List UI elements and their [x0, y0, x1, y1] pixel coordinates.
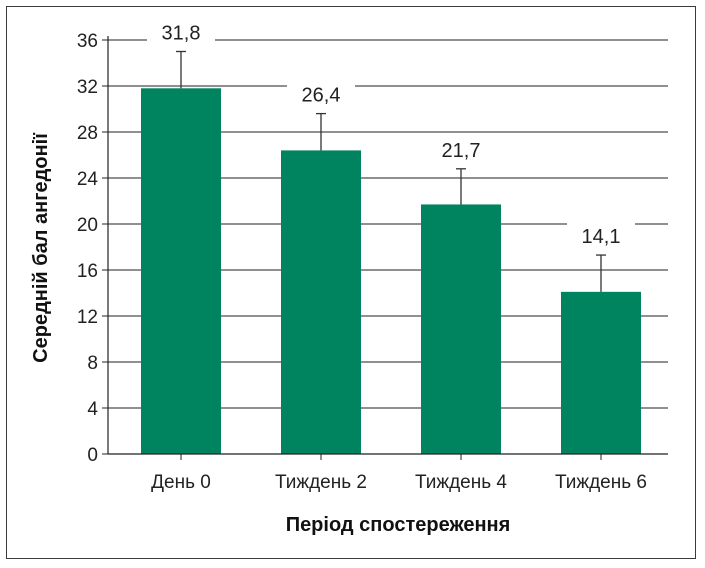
y-tick-label: 24 — [77, 169, 99, 190]
value-label: 31,8 — [162, 23, 201, 45]
value-label-bg — [427, 135, 495, 162]
bar — [141, 88, 221, 455]
value-label: 14,1 — [582, 226, 621, 248]
x-axis: День 0 Тиждень 2 Тиждень 4 Тиждень 6 — [108, 453, 668, 493]
y-tick-label: 8 — [87, 353, 98, 374]
y-tick-label: 16 — [77, 261, 98, 282]
bar — [561, 291, 641, 454]
y-axis-title: Середній бал ангедонії — [30, 133, 52, 363]
y-tick-label: 28 — [77, 123, 98, 144]
bar — [281, 150, 361, 454]
bar — [421, 204, 501, 454]
y-tick-label: 32 — [77, 77, 98, 98]
value-label: 21,7 — [442, 140, 481, 162]
y-tick-label: 0 — [87, 445, 98, 466]
y-tick-label: 20 — [77, 215, 98, 236]
x-tick-label: День 0 — [151, 472, 211, 493]
y-axis: 0 4 8 12 16 20 24 28 32 36 — [77, 31, 109, 466]
y-tick-label: 4 — [87, 399, 98, 420]
x-tick-label: Тиждень 4 — [415, 472, 507, 493]
x-tick-label: Тиждень 6 — [555, 472, 647, 493]
value-label-bg — [147, 18, 215, 45]
value-label-bg — [567, 222, 635, 249]
x-axis-title: Період спостереження — [286, 514, 511, 536]
error-bars — [176, 50, 606, 292]
bars — [141, 88, 641, 455]
x-tick-label: Тиждень 2 — [275, 472, 367, 493]
value-label: 26,4 — [302, 85, 341, 107]
value-label-bg — [287, 80, 355, 107]
value-labels: 31,8 26,4 21,7 14,1 — [147, 18, 635, 249]
y-tick-label: 12 — [77, 307, 98, 328]
y-tick-label: 36 — [77, 31, 98, 52]
